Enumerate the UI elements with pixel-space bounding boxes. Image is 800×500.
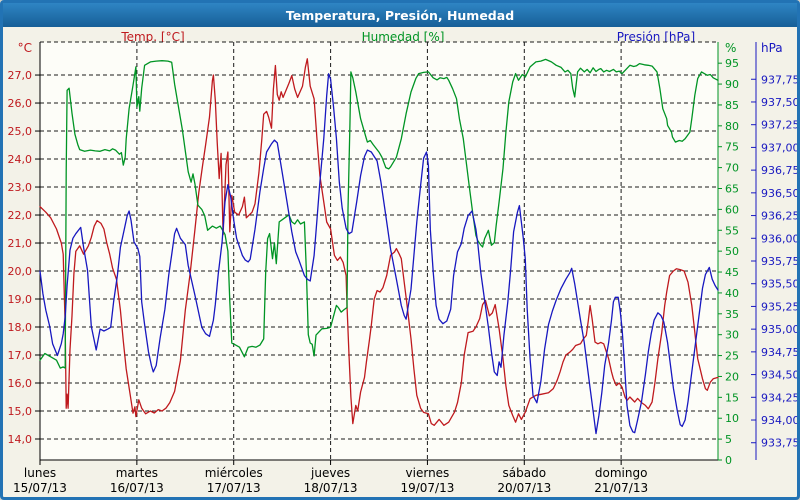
- humidity-tick-label: 90: [725, 78, 739, 91]
- temp-tick-label: 19,0: [8, 293, 33, 306]
- humidity-tick-label: 30: [725, 329, 739, 342]
- pressure-tick-label: 933,75: [761, 437, 797, 450]
- pressure-tick-label: 936,75: [761, 164, 797, 177]
- humidity-axis-unit: %: [725, 41, 736, 55]
- humidity-tick-label: 35: [725, 308, 739, 321]
- window-titlebar: Temperatura, Presión, Humedad: [3, 3, 797, 27]
- pressure-tick-label: 936,00: [761, 232, 797, 245]
- day-name-label: martes: [116, 466, 158, 480]
- humidity-tick-label: 5: [725, 433, 732, 446]
- day-name-label: sábado: [503, 466, 547, 480]
- humidity-tick-label: 85: [725, 99, 739, 112]
- humidity-tick-label: 15: [725, 391, 739, 404]
- humidity-tick-label: 50: [725, 245, 739, 258]
- temp-tick-label: 14,0: [8, 433, 33, 446]
- pressure-tick-label: 937,00: [761, 141, 797, 154]
- pressure-tick-label: 935,50: [761, 278, 797, 291]
- temp-tick-label: 23,0: [8, 181, 33, 194]
- day-name-label: lunes: [24, 466, 56, 480]
- pressure-tick-label: 935,75: [761, 255, 797, 268]
- humidity-series: [39, 58, 719, 369]
- temp-tick-label: 17,0: [8, 349, 33, 362]
- humidity-tick-label: 70: [725, 162, 739, 175]
- temp-tick-label: 15,0: [8, 405, 33, 418]
- day-date-label: 21/07/13: [594, 481, 648, 495]
- day-name-label: domingo: [595, 466, 648, 480]
- legend-temperature: Temp. [°C]: [121, 30, 185, 44]
- temp-tick-label: 18,0: [8, 321, 33, 334]
- pressure-tick-label: 936,50: [761, 187, 797, 200]
- temp-tick-label: 27,0: [8, 69, 33, 82]
- legend-pressure: Presión [hPa]: [616, 30, 696, 44]
- day-date-label: 17/07/13: [207, 481, 261, 495]
- temp-tick-label: 21,0: [8, 237, 33, 250]
- pressure-tick-label: 935,00: [761, 323, 797, 336]
- humidity-tick-label: 0: [725, 454, 732, 467]
- pressure-tick-label: 934,75: [761, 346, 797, 359]
- day-name-label: viernes: [406, 466, 450, 480]
- temp-axis-unit: °C: [18, 41, 32, 55]
- temp-tick-label: 24,0: [8, 153, 33, 166]
- humidity-tick-label: 25: [725, 350, 739, 363]
- pressure-tick-label: 934,25: [761, 391, 797, 404]
- temp-tick-label: 20,0: [8, 265, 33, 278]
- temp-tick-label: 16,0: [8, 377, 33, 390]
- humidity-tick-label: 95: [725, 57, 739, 70]
- day-name-label: jueves: [310, 466, 350, 480]
- day-date-label: 16/07/13: [110, 481, 164, 495]
- pressure-tick-label: 937,50: [761, 96, 797, 109]
- humidity-tick-label: 45: [725, 266, 739, 279]
- temperature-series: [39, 58, 719, 426]
- day-date-label: 20/07/13: [497, 481, 551, 495]
- legend-humidity: Humedad [%]: [361, 30, 445, 44]
- window-title: Temperatura, Presión, Humedad: [285, 7, 515, 23]
- pressure-tick-label: 936,25: [761, 210, 797, 223]
- humidity-tick-label: 75: [725, 141, 739, 154]
- temp-tick-label: 22,0: [8, 209, 33, 222]
- humidity-tick-label: 65: [725, 182, 739, 195]
- pressure-series: [39, 73, 719, 435]
- pressure-tick-label: 934,50: [761, 369, 797, 382]
- day-date-label: 18/07/13: [304, 481, 358, 495]
- pressure-tick-label: 934,00: [761, 414, 797, 427]
- pressure-tick-label: 935,25: [761, 300, 797, 313]
- humidity-tick-label: 80: [725, 120, 739, 133]
- day-name-label: miércoles: [205, 466, 263, 480]
- humidity-tick-label: 60: [725, 203, 739, 216]
- temp-tick-label: 25,0: [8, 125, 33, 138]
- humidity-tick-label: 55: [725, 224, 739, 237]
- day-date-label: 15/07/13: [13, 481, 67, 495]
- pressure-tick-label: 937,25: [761, 119, 797, 132]
- plot-area: [40, 42, 718, 460]
- humidity-tick-label: 10: [725, 412, 739, 425]
- temp-tick-label: 26,0: [8, 97, 33, 110]
- weather-chart: 27,0 26,0 25,0 24,0 23,0 22,0 21,0 20,0 19,0 18,0…: [8, 41, 798, 495]
- humidity-tick-label: 40: [725, 287, 739, 300]
- pressure-tick-label: 937,75: [761, 73, 797, 86]
- pressure-axis-unit: hPa: [761, 41, 783, 55]
- day-date-label: 19/07/13: [400, 481, 454, 495]
- humidity-tick-label: 20: [725, 370, 739, 383]
